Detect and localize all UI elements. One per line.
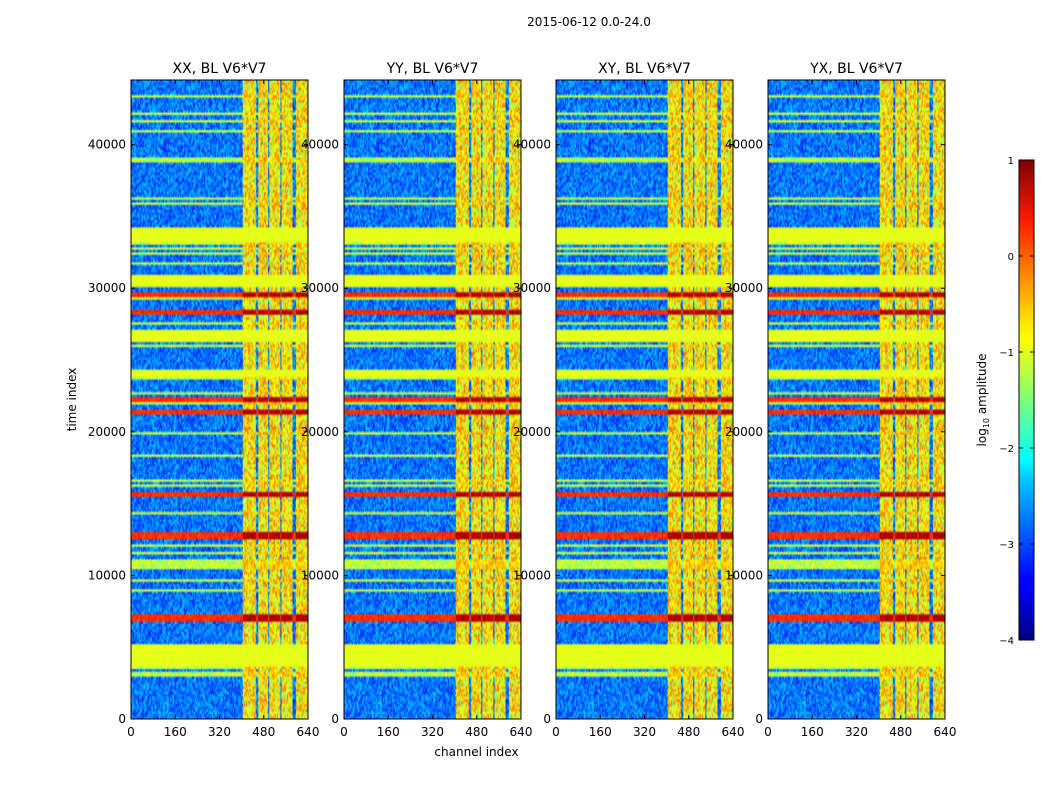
y-tick-label: 10000 bbox=[88, 568, 126, 582]
colorbar-tick-label: −1 bbox=[999, 348, 1014, 359]
figure-suptitle: 2015-06-12 0.0-24.0 bbox=[527, 15, 651, 29]
heatmap-image bbox=[556, 80, 733, 719]
panel-0: XX, BL V6*V7 0 160 320 480 640 0 10000 20000 3000… bbox=[65, 61, 319, 739]
colorbar-tick-label: 1 bbox=[1008, 156, 1014, 167]
colorbar-label-subscript: 10 bbox=[982, 418, 991, 428]
y-tick-label: 30000 bbox=[513, 281, 551, 295]
colorbar-gradient bbox=[1018, 159, 1035, 641]
x-tick-label: 160 bbox=[164, 725, 187, 739]
colorbar-tick-label: −3 bbox=[999, 540, 1014, 551]
x-tick-label: 640 bbox=[722, 725, 745, 739]
colorbar-label-base: log bbox=[975, 428, 989, 446]
y-tick-label: 0 bbox=[543, 712, 551, 726]
x-axis-label: channel index bbox=[434, 745, 518, 759]
panel-title: XY, BL V6*V7 bbox=[598, 61, 691, 77]
y-tick-label: 30000 bbox=[88, 281, 126, 295]
colorbar-ticks: 1 0 −1 −2 −3 −4 bbox=[999, 156, 1034, 647]
x-tick-label: 320 bbox=[633, 725, 656, 739]
y-tick-label: 0 bbox=[118, 712, 126, 726]
y-tick-label: 10000 bbox=[513, 568, 551, 582]
colorbar-tick-label: 0 bbox=[1008, 252, 1014, 263]
x-tick-label: 320 bbox=[208, 725, 231, 739]
y-tick-label: 20000 bbox=[88, 425, 126, 439]
x-tick-label: 160 bbox=[377, 725, 400, 739]
y-tick-label: 40000 bbox=[88, 138, 126, 152]
y-tick-label: 10000 bbox=[725, 568, 763, 582]
heatmap-panels: XX, BL V6*V7 0 160 320 480 640 0 10000 20000 3000… bbox=[65, 61, 956, 759]
y-tick-label: 20000 bbox=[301, 425, 339, 439]
x-tick-label: 320 bbox=[845, 725, 868, 739]
x-tick-label: 0 bbox=[340, 725, 348, 739]
x-tick-label: 640 bbox=[934, 725, 957, 739]
x-tick-label: 0 bbox=[127, 725, 135, 739]
x-tick-label: 0 bbox=[552, 725, 560, 739]
colorbar-label-rest: amplitude bbox=[975, 354, 989, 418]
x-tick-label: 640 bbox=[297, 725, 320, 739]
panel-3: YX, BL V6*V7 0 160 320 480 640 0 10000 20000 3000… bbox=[725, 61, 957, 739]
y-tick-label: 0 bbox=[755, 712, 763, 726]
y-tick-label: 40000 bbox=[725, 138, 763, 152]
y-tick-label: 20000 bbox=[513, 425, 551, 439]
y-tick-label: 30000 bbox=[725, 281, 763, 295]
x-tick-label: 480 bbox=[465, 725, 488, 739]
x-tick-label: 640 bbox=[510, 725, 533, 739]
x-tick-label: 320 bbox=[421, 725, 444, 739]
heatmap-image bbox=[768, 80, 945, 719]
colorbar-label: log10 amplitude bbox=[975, 354, 991, 447]
x-tick-label: 480 bbox=[677, 725, 700, 739]
x-tick-label: 480 bbox=[889, 725, 912, 739]
x-tick-label: 480 bbox=[252, 725, 275, 739]
panel-2: XY, BL V6*V7 0 160 320 480 640 0 10000 20000 3000… bbox=[513, 61, 745, 739]
colorbar-tick-label: −2 bbox=[999, 444, 1014, 455]
panel-1: YY, BL V6*V7 0 160 320 480 640 0 10000 20000 3000… bbox=[301, 61, 533, 759]
y-tick-label: 20000 bbox=[725, 425, 763, 439]
panel-title: XX, BL V6*V7 bbox=[173, 61, 267, 77]
panel-title: YY, BL V6*V7 bbox=[386, 61, 479, 77]
x-tick-label: 0 bbox=[764, 725, 772, 739]
colorbar-tick-label: −4 bbox=[999, 636, 1014, 647]
colorbar: 10−1−2−3−4 log10 amplitude bbox=[975, 156, 1035, 647]
y-axis-label: time index bbox=[65, 368, 79, 432]
panel-title: YX, BL V6*V7 bbox=[809, 61, 903, 77]
y-tick-label: 40000 bbox=[513, 138, 551, 152]
y-tick-label: 30000 bbox=[301, 281, 339, 295]
heatmap-image bbox=[131, 80, 308, 719]
x-tick-label: 160 bbox=[801, 725, 824, 739]
y-tick-label: 40000 bbox=[301, 138, 339, 152]
heatmap-image bbox=[344, 80, 521, 719]
x-tick-label: 160 bbox=[589, 725, 612, 739]
y-tick-label: 10000 bbox=[301, 568, 339, 582]
y-tick-label: 0 bbox=[331, 712, 339, 726]
